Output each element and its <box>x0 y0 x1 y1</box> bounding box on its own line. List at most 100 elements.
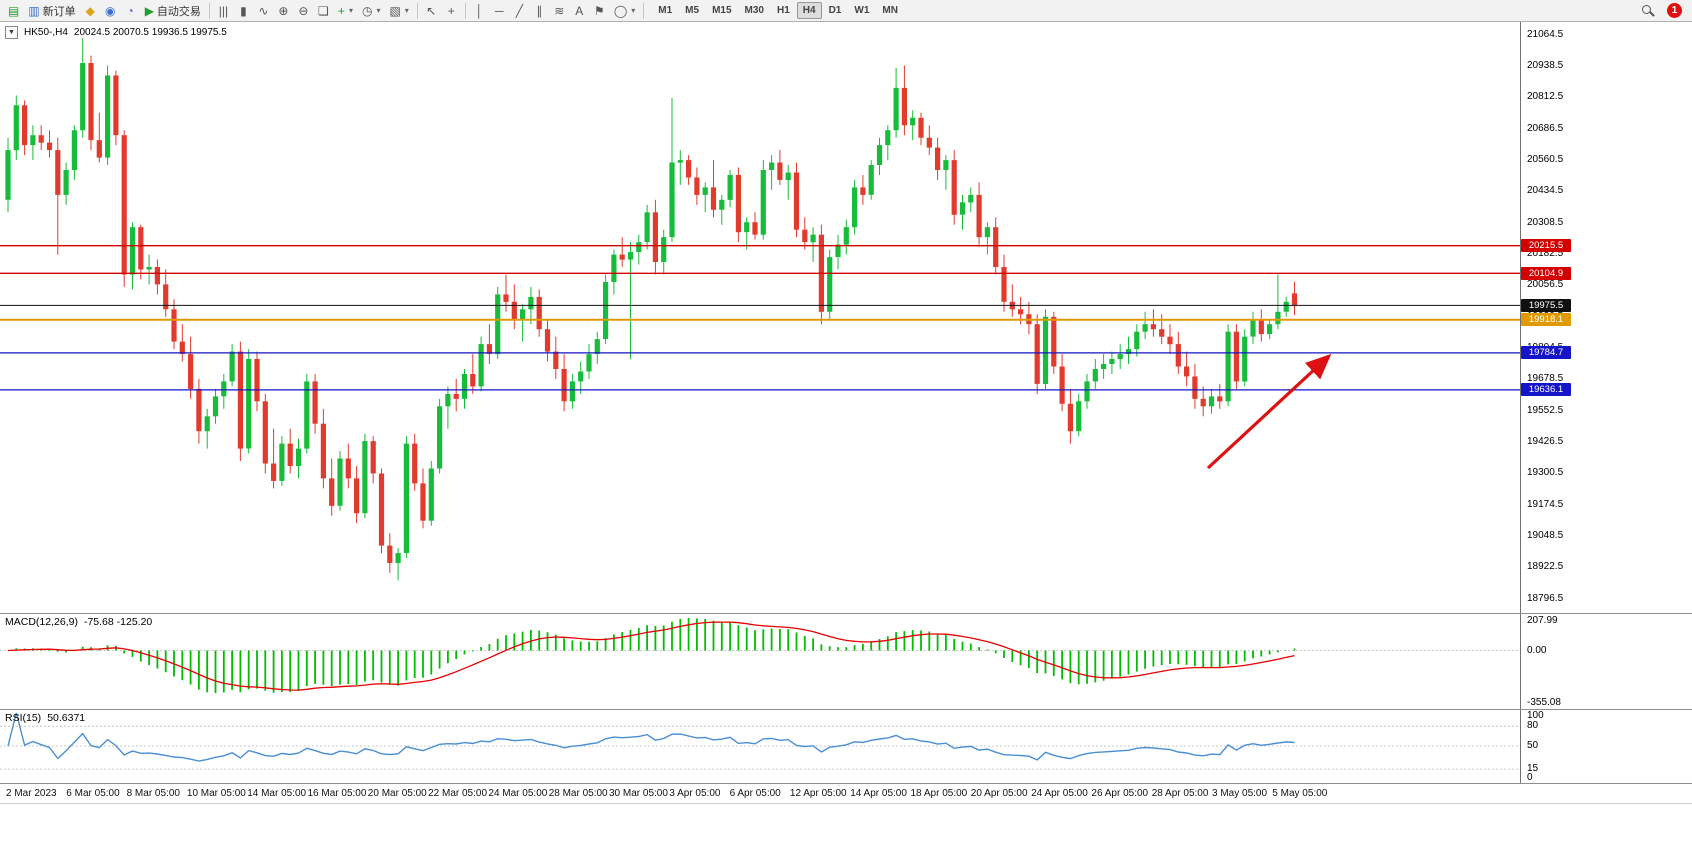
time-axis-label: 24 Apr 05:00 <box>1031 788 1088 799</box>
new-order-icon: ▥ <box>28 3 40 18</box>
vertical-line-icon: │ <box>475 3 484 18</box>
zoom-out-button[interactable]: ⊖ <box>294 1 313 20</box>
crosshair-icon: + <box>447 3 455 18</box>
macd-label: MACD(12,26,9) -75.68 -125.20 <box>5 616 152 628</box>
time-axis-label: 30 Mar 05:00 <box>609 788 668 799</box>
price-line-tag[interactable]: 19636.1 <box>1521 383 1571 397</box>
zoom-in-icon: ⊕ <box>278 3 289 18</box>
candle-chart-button[interactable]: ▮ <box>234 1 253 20</box>
time-axis-label: 20 Apr 05:00 <box>970 788 1028 799</box>
profile-button[interactable]: ◉ <box>101 1 120 20</box>
price-tick: 20434.5 <box>1527 185 1564 197</box>
zoom-out-icon: ⊖ <box>298 3 309 18</box>
macd-axis-tick: 207.99 <box>1527 615 1558 626</box>
history-icon: ◔ <box>126 3 134 18</box>
toolbar-separator <box>464 2 466 19</box>
new-order-label: 新订单 <box>42 5 76 18</box>
timeframe-M30[interactable]: M30 <box>744 5 764 16</box>
horizontal-line-button[interactable]: ─ <box>490 1 509 20</box>
time-axis-label: 20 Mar 05:00 <box>367 788 427 799</box>
price-tick: 19048.5 <box>1527 530 1564 542</box>
time-axis-label: 14 Mar 05:00 <box>247 788 307 799</box>
rsi-axis-tick: 50 <box>1527 740 1539 751</box>
chart-ohlc-readout: ▼ HK50-,H4 20024.5 20070.5 19936.5 19975… <box>5 26 227 39</box>
new-chart-button[interactable]: ▤ <box>4 1 23 20</box>
time-axis-label: 16 Mar 05:00 <box>307 788 367 799</box>
metaeditor-icon: ◆ <box>85 3 95 18</box>
timeframe-M5[interactable]: M5 <box>685 5 700 16</box>
trendline-icon: ╱ <box>515 3 523 18</box>
time-axis-label: 6 Mar 05:00 <box>66 788 120 799</box>
tile-windows-button[interactable]: ❏ <box>314 1 333 20</box>
rsi-axis-tick: 15 <box>1527 763 1539 775</box>
zoom-in-button[interactable]: ⊕ <box>274 1 293 20</box>
bar-chart-icon: ||| <box>218 3 229 18</box>
fibonacci-button[interactable]: ≋ <box>550 1 569 20</box>
templates-button[interactable]: ▧ ▾ <box>385 1 412 20</box>
crosshair-button[interactable]: + <box>442 1 461 20</box>
time-axis-label: 3 Apr 05:00 <box>669 788 721 799</box>
bar-chart-button[interactable]: ||| <box>214 1 233 20</box>
metaeditor-button[interactable]: ◆ <box>81 1 100 20</box>
macd-panel[interactable]: 207.99 0.00 -355.08 MACD(12,26,9) -75.68 -1… <box>0 614 1692 710</box>
timeframe-M1[interactable]: M1 <box>658 5 673 16</box>
time-axis-label: 24 Mar 05:00 <box>488 788 548 799</box>
price-line-tag[interactable]: 20215.5 <box>1521 239 1571 253</box>
price-axis: 21064.5 20938.5 20812.5 20686.5 20560.5 20434… <box>1520 22 1692 613</box>
rsi-panel[interactable]: 100 80 50 15 0 RSI(15) 50.6371 <box>0 710 1692 784</box>
dropdown-arrow-icon: ▾ <box>631 6 636 15</box>
triangle-down-icon: ▼ <box>8 29 15 36</box>
shapes-button[interactable]: ◯ ▾ <box>610 1 639 20</box>
cursor-button[interactable]: ↖ <box>422 1 441 20</box>
time-axis[interactable]: 2 Mar 2023 6 Mar 05:00 8 Mar 05:00 10 Mar 0… <box>0 784 1692 804</box>
macd-title: MACD(12,26,9) <box>5 616 78 628</box>
price-tick: 18922.5 <box>1527 561 1564 573</box>
price-tick: 20812.5 <box>1527 91 1564 103</box>
new-order-button[interactable]: ▥ 新订单 <box>24 1 79 20</box>
channel-button[interactable]: ∥ <box>530 1 549 20</box>
cursor-icon: ↖ <box>426 3 437 18</box>
timeframe-M15[interactable]: M15 <box>712 5 732 16</box>
history-button[interactable]: ◔ <box>121 1 140 20</box>
annotation-arrow[interactable] <box>1206 353 1332 470</box>
rsi-value: 50.6371 <box>47 712 86 724</box>
price-tick: 20560.5 <box>1527 153 1564 165</box>
vertical-line-button[interactable]: │ <box>470 1 489 20</box>
label-tool-button[interactable]: ⚑ <box>590 1 609 20</box>
price-chart[interactable]: 21064.5 20938.5 20812.5 20686.5 20560.5 20434… <box>0 22 1692 614</box>
notification-badge[interactable]: 1 <box>1667 3 1682 18</box>
template-icon: ▧ <box>389 3 401 18</box>
price-line-tag[interactable]: 20104.9 <box>1521 266 1571 280</box>
search-button[interactable] <box>1638 1 1658 20</box>
time-axis-label: 6 Apr 05:00 <box>729 788 781 799</box>
timeframe-D1[interactable]: D1 <box>828 5 842 16</box>
symbol-period-label: HK50-,H4 <box>24 27 68 38</box>
trendline-button[interactable]: ╱ <box>510 1 529 20</box>
autotrade-label: 自动交易 <box>156 5 201 18</box>
price-line-tag[interactable]: 19918.1 <box>1521 313 1571 327</box>
macd-axis: 207.99 0.00 -355.08 <box>1520 614 1692 709</box>
timeframe-H1[interactable]: H1 <box>776 5 790 16</box>
price-line-tag[interactable]: 19784.7 <box>1521 346 1571 360</box>
indicators-button[interactable]: + ▾ <box>334 1 357 20</box>
timeframe-W1[interactable]: W1 <box>854 5 870 16</box>
price-tick: 20056.5 <box>1527 279 1564 291</box>
bottom-space <box>0 804 1692 854</box>
rsi-axis-tick: 0 <box>1527 772 1533 783</box>
macd-axis-tick: 0.00 <box>1527 644 1547 656</box>
price-tick: 19426.5 <box>1527 435 1564 447</box>
rsi-title: RSI(15) <box>5 712 42 724</box>
periods-button[interactable]: ◷ ▾ <box>358 1 385 20</box>
candlestick-chart-surface[interactable] <box>0 22 1520 614</box>
timeframe-MN[interactable]: MN <box>882 5 898 16</box>
text-tool-button[interactable]: A <box>570 1 589 20</box>
chart-menu-button[interactable]: ▼ <box>5 26 18 39</box>
line-chart-button[interactable]: ∿ <box>254 1 273 20</box>
tile-windows-icon: ❏ <box>318 3 329 18</box>
price-line-tag[interactable]: 19975.5 <box>1521 298 1571 312</box>
macd-values: -75.68 -125.20 <box>83 616 153 628</box>
price-tick: 19300.5 <box>1527 467 1564 479</box>
fibonacci-icon: ≋ <box>554 3 565 18</box>
autotrade-button[interactable]: ▶ 自动交易 <box>141 1 205 20</box>
timeframe-H4[interactable]: H4 <box>796 2 822 19</box>
